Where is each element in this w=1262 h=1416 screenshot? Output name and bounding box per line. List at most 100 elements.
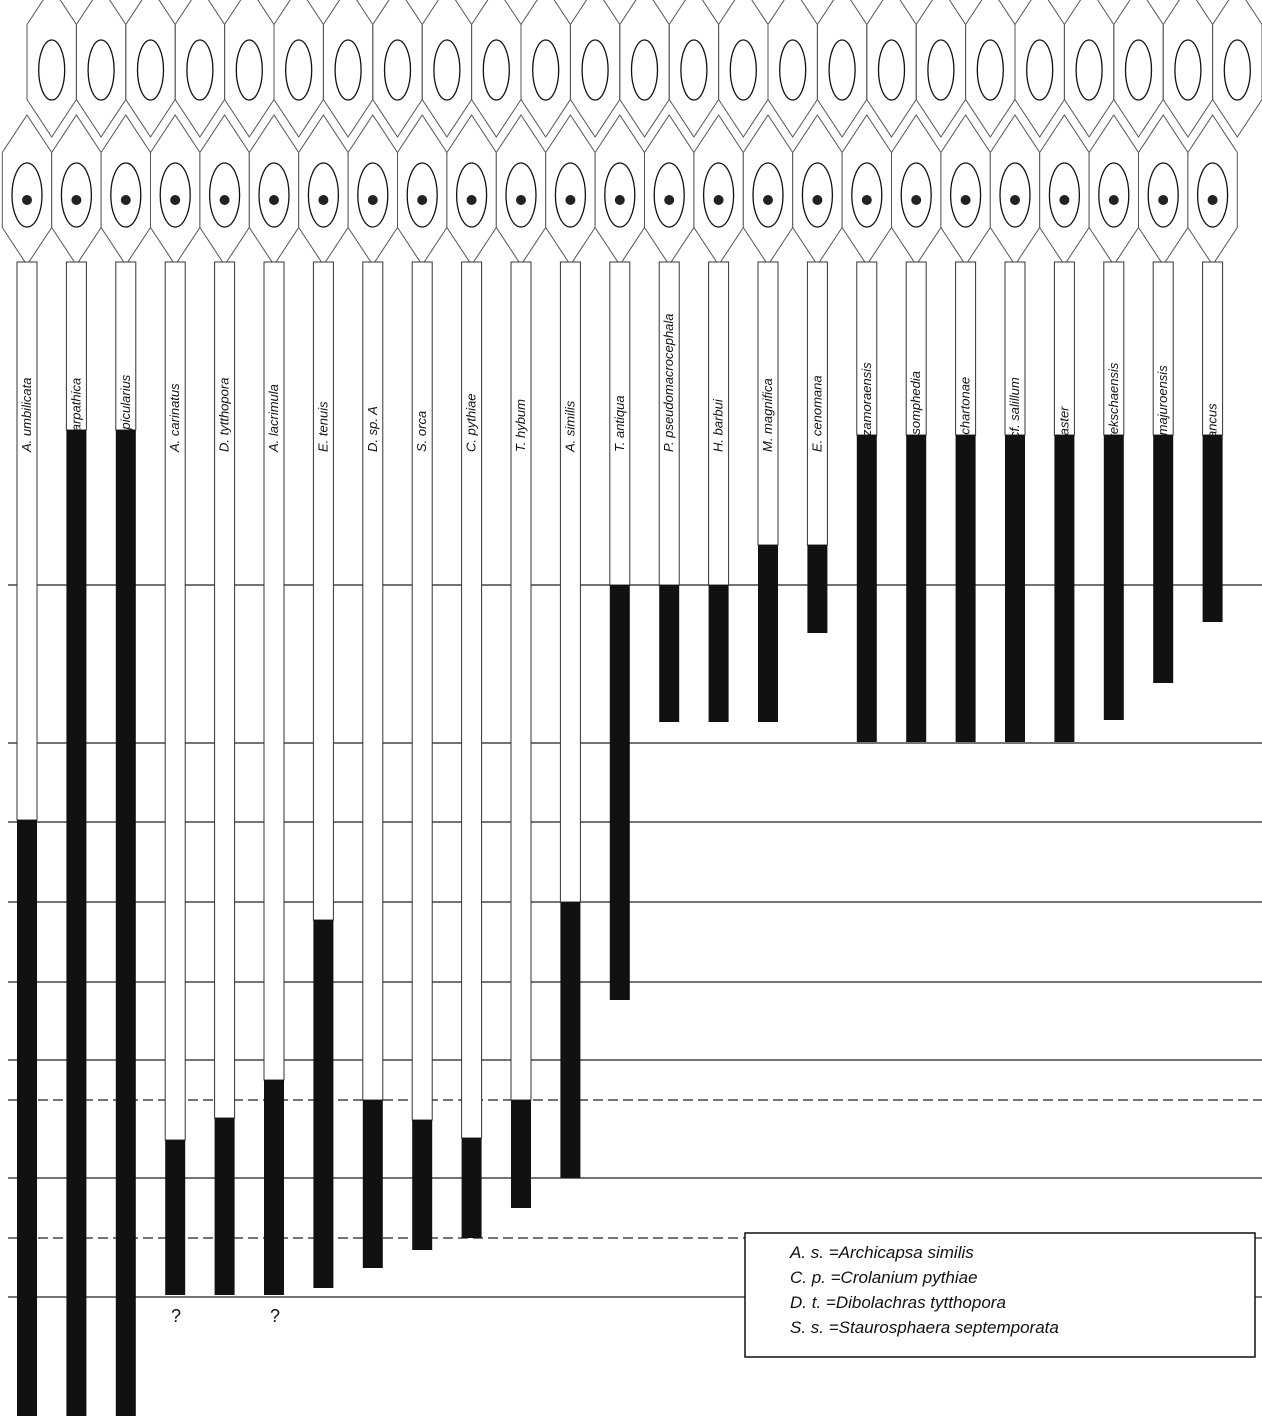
radiolarian-icon xyxy=(900,162,932,228)
radiolarian-icon xyxy=(235,39,263,101)
radiolarian-core xyxy=(318,195,329,205)
range-bar xyxy=(362,1100,383,1268)
radiolarian-icon xyxy=(828,39,856,101)
radiolarian-icon xyxy=(976,39,1004,101)
radiolarian-core xyxy=(960,195,971,205)
radiolarian-icon xyxy=(927,39,955,101)
radiolarian-core xyxy=(1010,195,1020,205)
radiolarian-core xyxy=(269,195,279,205)
question-mark: ? xyxy=(270,1306,280,1326)
species-label: H. aster xyxy=(1056,406,1071,452)
radiolarian-core xyxy=(466,195,477,205)
radiolarian-icon xyxy=(334,39,362,101)
species-label: A. similis xyxy=(562,400,577,453)
range-bar xyxy=(906,435,927,742)
range-bar xyxy=(807,545,828,633)
radiolarian-core xyxy=(219,195,230,205)
column-strip xyxy=(16,261,38,821)
range-bar xyxy=(511,1100,531,1208)
radiolarian-icon xyxy=(1223,39,1251,101)
radiolarian-icon xyxy=(680,39,708,101)
column-strip xyxy=(461,261,483,1139)
range-bar xyxy=(758,545,778,722)
radiolarian-core xyxy=(763,195,773,205)
species-label: T. ancus xyxy=(1205,403,1220,452)
range-bar xyxy=(264,1080,284,1295)
range-bar xyxy=(1054,435,1075,742)
radiolarian-core xyxy=(614,195,625,205)
range-bar xyxy=(560,902,581,1178)
legend-entry: C. p. =Crolanium pythiae xyxy=(790,1268,978,1287)
range-bar xyxy=(66,430,87,1416)
columns: A. umbilicata P. carpathica X. spicularius… xyxy=(16,261,1224,1416)
species-label: O. somphedia xyxy=(908,371,923,452)
radiolarian-core xyxy=(713,195,724,205)
species-label: A. lacrimula xyxy=(266,384,281,453)
species-label: P. carpathica xyxy=(68,378,83,452)
radiolarian-icon xyxy=(136,39,165,101)
icon-cell xyxy=(1212,0,1262,138)
icon-cells xyxy=(1,0,1262,266)
radiolarian-core xyxy=(1207,195,1218,205)
radiolarian-icon xyxy=(433,39,461,101)
radiolarian-icon xyxy=(258,162,290,228)
range-bar xyxy=(856,435,877,742)
radiolarian-icon xyxy=(285,39,313,101)
question-mark: ? xyxy=(171,1306,181,1326)
species-label: S. orca xyxy=(414,411,429,452)
column-strip xyxy=(411,261,433,1121)
species-label: T. antiqua xyxy=(612,395,627,452)
species-label: T. hybum xyxy=(513,399,528,452)
radiolarian-icon xyxy=(455,162,488,228)
radiolarian-core xyxy=(417,195,428,205)
radiolarian-core xyxy=(664,195,675,205)
radiolarian-icon xyxy=(1124,39,1153,101)
species-label: E. tenuis xyxy=(315,401,330,452)
radiolarian-icon xyxy=(1098,162,1130,228)
radiolarian-core xyxy=(565,195,576,205)
radiolarian-core xyxy=(812,195,823,205)
range-bar xyxy=(708,585,729,722)
radiolarian-icon xyxy=(186,39,214,101)
legend-entry: A. s. =Archicapsa similis xyxy=(789,1243,974,1262)
column-strip xyxy=(510,261,532,1101)
radiolarian-core xyxy=(911,195,922,205)
radiolarian-icon xyxy=(208,162,241,228)
range-bar xyxy=(115,430,136,1416)
radiolarian-icon xyxy=(1147,162,1179,228)
radiolarian-icon xyxy=(604,162,636,228)
species-label: C. pythiae xyxy=(464,393,479,452)
radiolarian-core xyxy=(1108,195,1119,205)
radiolarian-core xyxy=(120,195,131,205)
radiolarian-icon xyxy=(779,39,807,101)
range-bar xyxy=(1202,435,1223,622)
radiolarian-core xyxy=(367,195,378,205)
radiolarian-icon xyxy=(851,162,883,228)
range-bar xyxy=(165,1140,186,1295)
species-label: H. barbui xyxy=(711,398,726,452)
species-label: E. cenomana xyxy=(809,375,824,452)
radiolarian-icon xyxy=(87,39,115,101)
radiolarian-icon xyxy=(999,162,1031,228)
radiolarian-icon xyxy=(877,39,906,101)
radiolarian-icon xyxy=(532,39,560,101)
species-label: R. majuroensis xyxy=(1155,365,1170,452)
radiolarian-icon xyxy=(357,162,389,228)
radiolarian-icon xyxy=(307,162,340,228)
range-bar xyxy=(17,820,37,1416)
species-label: A. carinatus xyxy=(167,383,182,453)
range-bar xyxy=(1153,435,1174,683)
radiolarian-icon xyxy=(653,162,685,228)
radiolarian-icon xyxy=(482,39,510,101)
radiolarian-core xyxy=(516,195,526,205)
radiolarian-icon xyxy=(554,162,587,228)
range-bar xyxy=(609,585,630,1000)
radiolarian-core xyxy=(1158,195,1169,205)
species-label: P. pseudomacrocephala xyxy=(661,313,676,452)
icon-cell xyxy=(1187,114,1238,266)
species-label: P. tekschaensis xyxy=(1106,362,1121,452)
radiolarian-icon xyxy=(383,39,412,101)
radiolarian-icon xyxy=(11,162,43,228)
